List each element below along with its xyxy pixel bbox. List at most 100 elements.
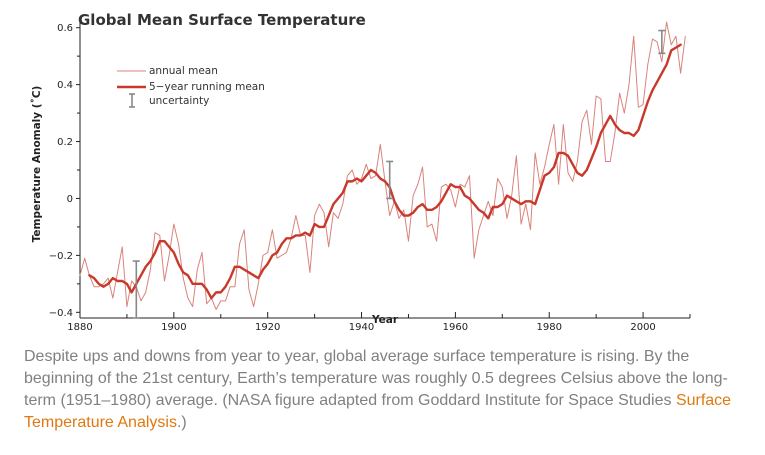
running-mean-point [323, 225, 326, 228]
annual-mean-point [332, 211, 335, 214]
annual-mean-point [595, 95, 598, 98]
annual-mean-point [149, 268, 152, 271]
running-mean-point [454, 186, 457, 189]
running-mean-point [177, 262, 180, 265]
running-mean-point [318, 225, 321, 228]
annual-mean-point [323, 211, 326, 214]
annual-mean-point [430, 223, 433, 226]
chart-legend: annual mean 5−year running mean uncertai… [117, 65, 265, 108]
annual-mean-point [571, 180, 574, 183]
running-mean-point [196, 282, 199, 285]
running-mean-point [571, 163, 574, 166]
running-mean-point [496, 206, 499, 209]
running-mean-point [360, 180, 363, 183]
running-mean-point [229, 277, 232, 280]
running-mean-point [125, 282, 128, 285]
running-mean-point [332, 203, 335, 206]
annual-mean-point [205, 302, 208, 305]
running-mean-point [628, 132, 631, 135]
annual-mean-point [369, 177, 372, 180]
running-mean-point [172, 251, 175, 254]
annual-mean-point [177, 243, 180, 246]
annual-mean-point [412, 194, 415, 197]
running-mean-point [468, 197, 471, 200]
running-mean-point [271, 254, 274, 257]
annual-mean-point [388, 214, 391, 217]
running-mean-point [440, 200, 443, 203]
annual-mean-point [346, 174, 349, 177]
annual-mean-point [215, 308, 218, 311]
annual-mean-point [473, 257, 476, 260]
running-mean-point [670, 49, 673, 52]
annual-mean-point [318, 203, 321, 206]
annual-mean-point [684, 35, 687, 38]
annual-mean-point [233, 285, 236, 288]
annual-mean-point [491, 214, 494, 217]
annual-mean-point [581, 120, 584, 123]
running-mean-point [158, 240, 161, 243]
running-mean-point [576, 171, 579, 174]
annual-mean-point [154, 231, 157, 234]
running-mean-point [238, 265, 241, 268]
annual-mean-point [421, 166, 424, 169]
annual-mean-point [224, 299, 227, 302]
annual-mean-point [257, 282, 260, 285]
annual-mean-point [280, 254, 283, 257]
annual-mean-point [637, 106, 640, 109]
annual-mean-point [534, 151, 537, 154]
running-mean-point [313, 223, 316, 226]
running-mean-point [445, 191, 448, 194]
annual-mean-point [271, 228, 274, 231]
annual-mean-point [294, 214, 297, 217]
running-mean-point [529, 200, 532, 203]
running-mean-point [538, 188, 541, 191]
running-mean-point [510, 197, 513, 200]
running-mean-point [665, 63, 668, 66]
annual-mean-point [468, 174, 471, 177]
running-mean-point [515, 200, 518, 203]
running-mean-point [491, 206, 494, 209]
running-mean-point [534, 203, 537, 206]
annual-mean-point [266, 251, 269, 254]
annual-mean-point [186, 297, 189, 300]
figure-caption: Despite ups and downs from year to year,… [24, 346, 739, 434]
running-mean-point [463, 194, 466, 197]
annual-mean-point [116, 271, 119, 274]
running-mean-point [393, 200, 396, 203]
annual-mean-point [487, 200, 490, 203]
annual-mean-point [402, 208, 405, 211]
running-mean-point [656, 80, 659, 83]
annual-mean-point [665, 21, 668, 24]
y-tick-label: −0.2 [49, 251, 73, 262]
running-mean-point [595, 146, 598, 149]
annual-mean-point [642, 103, 645, 106]
running-mean-point [435, 206, 438, 209]
running-mean-point [473, 203, 476, 206]
running-mean-point [186, 274, 189, 277]
running-mean-point [632, 134, 635, 137]
running-mean-point [599, 132, 602, 135]
running-mean-point [379, 177, 382, 180]
annual-mean-point [337, 217, 340, 220]
x-tick-label: 1980 [537, 322, 562, 333]
annual-mean-point [477, 228, 480, 231]
running-mean-point [369, 169, 372, 172]
legend-running-label: 5−year running mean [149, 81, 265, 93]
running-mean-point [285, 237, 288, 240]
y-tick-label: 0 [67, 194, 73, 205]
running-mean-point [154, 251, 157, 254]
running-mean-point [304, 231, 307, 234]
surface-temperature-analysis-link[interactable]: Surface Temperature Analysis [24, 392, 732, 431]
annual-mean-point [79, 274, 82, 277]
uncertainty-bar [658, 29, 666, 55]
running-mean-point [585, 169, 588, 172]
chart-title: Global Mean Surface Temperature [78, 11, 366, 29]
running-mean-point [679, 43, 682, 46]
caption-end: .) [176, 414, 187, 431]
annual-mean-point [449, 188, 452, 191]
running-mean-point [140, 274, 143, 277]
annual-mean-point [670, 43, 673, 46]
annual-mean-point [182, 277, 185, 280]
running-mean-point [365, 174, 368, 177]
annual-mean-point [111, 297, 114, 300]
